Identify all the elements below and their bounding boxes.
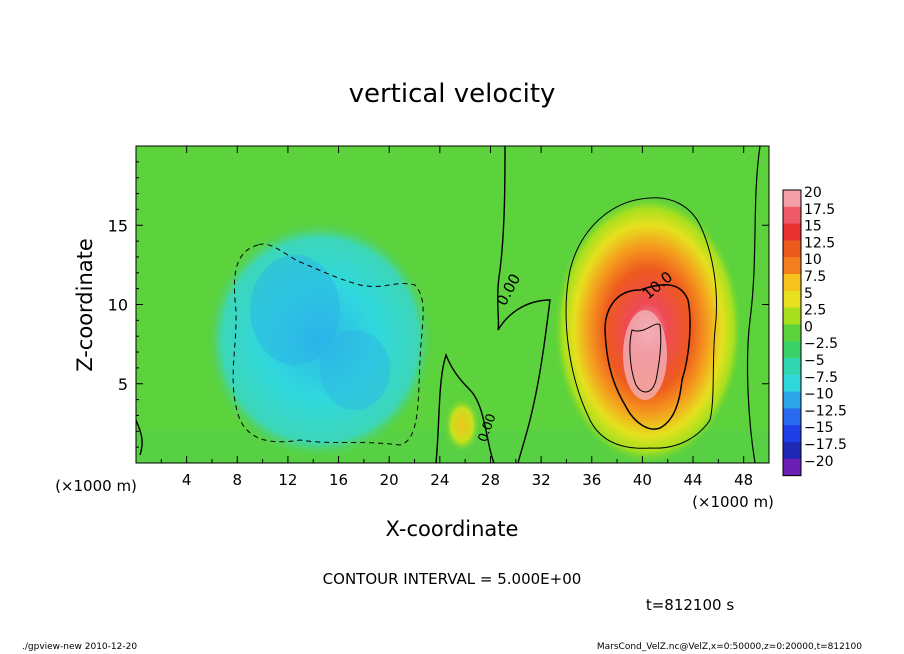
contour-interval-text: CONTOUR INTERVAL = 5.000E+00	[323, 570, 582, 588]
y-tick-label: 5	[118, 375, 128, 394]
x-tick-label: 4	[182, 471, 192, 489]
contour-15	[629, 323, 662, 393]
colorbar-cell	[783, 324, 801, 342]
contour-zero-left	[136, 419, 143, 456]
x-tick-label: 36	[582, 471, 601, 489]
time-text: t=812100 s	[646, 596, 734, 614]
colorbar-label: 7.5	[804, 269, 826, 285]
small-updraft	[444, 397, 480, 453]
colorbar-cell	[783, 307, 801, 325]
downdraft-core	[250, 255, 340, 365]
colorbar-label: −2.5	[804, 336, 838, 352]
colorbar-label: 17.5	[804, 202, 835, 218]
colorbar-frame	[782, 189, 802, 477]
colorbar-label: 20	[804, 185, 822, 201]
colorbar-cell	[783, 274, 801, 292]
y-tick-label: 15	[108, 216, 128, 235]
x-axis: 4 8 12 16 20 24 28 32 36 40 44 48	[160, 146, 753, 489]
footer-right: MarsCond_VelZ.nc@VelZ,x=0:50000,z=0:2000…	[596, 642, 862, 652]
colorbar-label: −5	[804, 353, 825, 369]
colorbar-cell	[783, 358, 801, 376]
x-tick-label: 12	[278, 471, 297, 489]
colorbar-label: 2.5	[804, 303, 826, 319]
colorbar-label: −7.5	[804, 370, 838, 386]
x-tick-label: 20	[380, 471, 399, 489]
colorbar-label: −15	[804, 420, 834, 436]
x-unit-right: (×1000 m)	[692, 493, 774, 511]
heatmap-field: 0.00 10.0 0.00	[136, 146, 769, 463]
footer-left: ./gpview-new 2010-12-20	[22, 642, 138, 652]
colorbar-cell	[783, 206, 801, 225]
x-tick-label: 24	[430, 471, 449, 489]
x-tick-label: 40	[633, 471, 652, 489]
x-tick-label: 44	[683, 471, 702, 489]
downdraft-core-2	[320, 330, 390, 410]
colorbar-cell	[783, 391, 801, 409]
colorbar-label: 15	[804, 219, 822, 235]
colorbar-cell	[783, 190, 801, 208]
colorbar-cell	[783, 240, 801, 258]
y-axis-label: Z-coordinate	[73, 238, 97, 372]
colorbar-label: 0	[804, 319, 813, 335]
colorbar-cell	[783, 425, 801, 443]
colorbar-label: 10	[804, 252, 822, 268]
x-tick-label: 48	[734, 471, 753, 489]
colorbar: 2017.51512.5107.552.50−2.5−5−7.5−10−12.5…	[782, 185, 847, 477]
colorbar-cell	[783, 223, 801, 241]
y-axis: 5 10 15	[108, 161, 769, 448]
colorbar-label: −20	[804, 454, 834, 470]
colorbar-cell	[783, 458, 801, 477]
contour-negative	[232, 243, 424, 446]
colorbar-label: −10	[804, 387, 834, 403]
contour-zero-right	[746, 146, 761, 463]
colorbar-label: 12.5	[804, 235, 835, 251]
colorbar-label: 5	[804, 286, 813, 302]
x-tick-label: 16	[329, 471, 348, 489]
x-axis-label: X-coordinate	[386, 517, 519, 541]
downdraft-region	[205, 220, 435, 460]
colorbar-label: −12.5	[804, 403, 847, 419]
colorbar-cell	[783, 257, 801, 275]
y-tick-label: 10	[108, 296, 128, 315]
x-tick-label: 28	[481, 471, 500, 489]
colorbar-cell	[783, 290, 801, 309]
colorbar-cell	[783, 408, 801, 426]
colorbar-cell	[783, 442, 801, 460]
x-unit-left: (×1000 m)	[55, 477, 137, 495]
contour-zero-main	[496, 146, 551, 463]
contour-zero-small	[435, 352, 495, 463]
colorbar-cell	[783, 341, 801, 359]
contour-5	[565, 197, 717, 449]
x-tick-label: 8	[233, 471, 243, 489]
colorbar-cell	[783, 374, 801, 393]
colorbar-label: −17.5	[804, 437, 847, 453]
chart-title: vertical velocity	[349, 79, 556, 109]
contour-10	[604, 284, 691, 430]
x-tick-label: 32	[532, 471, 551, 489]
